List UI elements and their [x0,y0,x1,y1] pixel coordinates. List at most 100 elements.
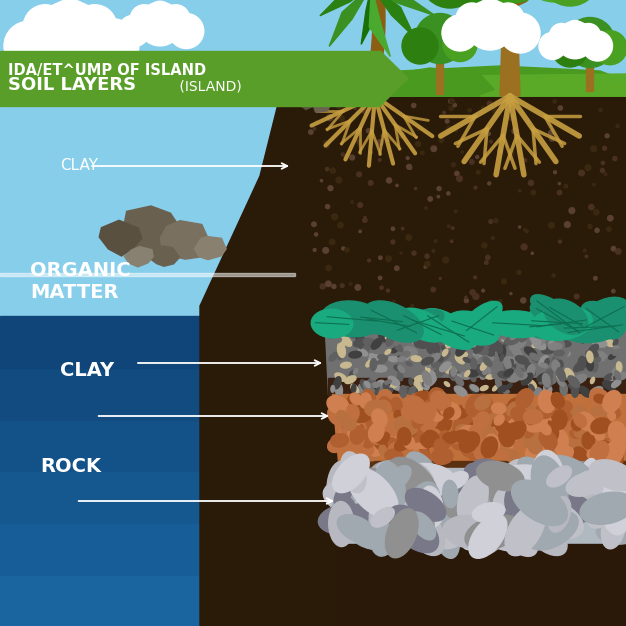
Ellipse shape [398,473,421,512]
Bar [0,119,626,120]
Ellipse shape [388,376,399,386]
Bar [0,180,626,181]
Ellipse shape [529,436,539,445]
Ellipse shape [449,369,456,381]
Ellipse shape [510,335,516,339]
Ellipse shape [530,353,539,360]
Ellipse shape [370,504,401,556]
Ellipse shape [430,332,435,339]
Ellipse shape [424,376,436,387]
Bar [0,555,626,556]
Bar [0,429,626,430]
Ellipse shape [365,377,375,391]
Ellipse shape [468,368,481,377]
Bar [0,212,626,213]
Ellipse shape [523,394,533,405]
Ellipse shape [435,498,484,548]
Bar [0,322,626,323]
Ellipse shape [424,430,440,447]
Polygon shape [100,220,141,256]
Bar [0,564,626,565]
Ellipse shape [414,401,424,413]
Bar [0,505,626,506]
Ellipse shape [403,434,414,449]
Bar [0,600,626,601]
Ellipse shape [354,338,367,347]
Ellipse shape [477,365,486,377]
Ellipse shape [404,351,411,360]
Ellipse shape [506,384,512,389]
Ellipse shape [459,372,473,379]
Circle shape [378,158,381,162]
Bar [0,92,626,93]
Ellipse shape [614,331,623,339]
Ellipse shape [498,386,508,393]
Circle shape [315,120,318,123]
Bar [0,95,626,96]
Bar [0,316,626,317]
Bar [0,137,626,138]
Ellipse shape [582,355,594,367]
Ellipse shape [456,352,468,358]
Ellipse shape [386,334,394,346]
Ellipse shape [504,369,513,376]
Ellipse shape [581,412,590,423]
Ellipse shape [496,421,511,433]
Circle shape [578,170,584,176]
Bar [0,460,626,461]
Circle shape [130,5,158,33]
Bar [0,115,626,116]
Polygon shape [313,99,330,113]
Bar [0,314,626,315]
Circle shape [565,18,615,68]
Ellipse shape [501,351,511,357]
Bar [0,411,626,412]
Ellipse shape [331,386,334,393]
Bar [0,236,626,237]
Ellipse shape [514,440,524,450]
Ellipse shape [462,397,471,409]
Ellipse shape [394,365,404,372]
Circle shape [445,120,449,123]
Ellipse shape [582,432,595,449]
Bar [0,545,626,546]
Bar [0,179,626,180]
Bar [0,240,626,241]
Circle shape [487,101,492,106]
Ellipse shape [371,376,378,379]
Circle shape [414,187,417,190]
Bar [0,585,626,586]
Ellipse shape [559,360,563,367]
Polygon shape [355,304,408,334]
Bar [0,575,626,626]
Bar [0,279,626,280]
Circle shape [583,249,586,252]
Bar [0,501,626,502]
Ellipse shape [344,411,365,429]
Ellipse shape [501,334,505,341]
Bar [0,141,626,142]
Circle shape [425,261,430,267]
Ellipse shape [588,419,600,435]
Ellipse shape [449,485,505,521]
Bar [0,9,626,10]
Bar [0,535,626,536]
Bar [0,80,626,81]
Bar [0,31,626,32]
Ellipse shape [426,367,430,373]
Bar [0,75,626,76]
Ellipse shape [392,334,398,337]
Ellipse shape [476,329,482,339]
Bar [0,441,626,442]
Bar [0,104,626,105]
Circle shape [517,0,593,2]
Circle shape [439,138,444,143]
Bar [0,10,626,11]
Ellipse shape [518,431,535,447]
Circle shape [367,259,371,262]
Ellipse shape [546,466,572,487]
Ellipse shape [466,442,479,453]
Text: (ISLAND): (ISLAND) [175,80,242,94]
Ellipse shape [369,499,399,551]
Ellipse shape [533,446,552,460]
